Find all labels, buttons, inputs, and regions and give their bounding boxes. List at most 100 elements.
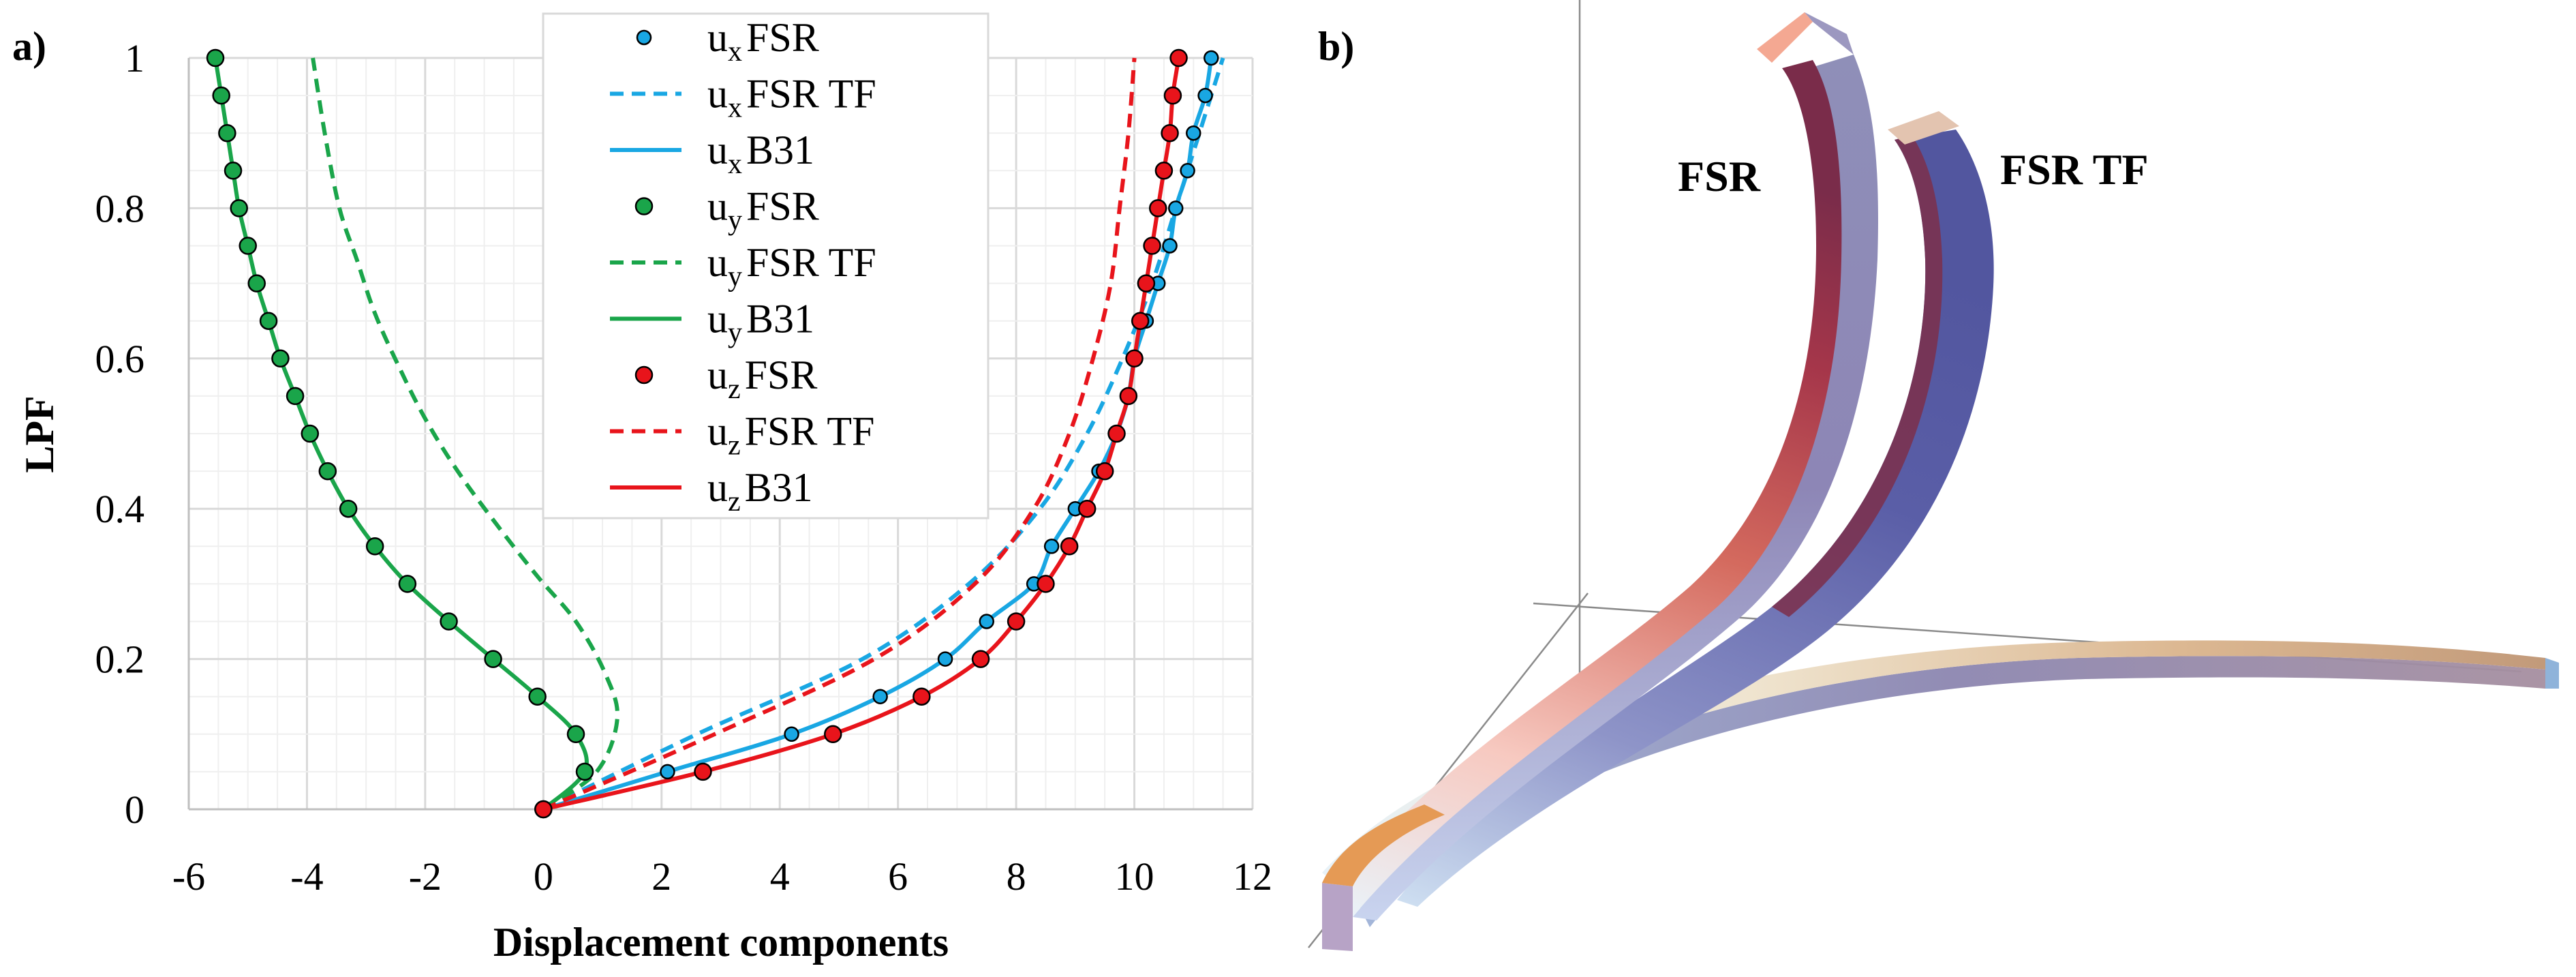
x-tick-label: 10: [1115, 854, 1154, 899]
data-point: [913, 687, 931, 706]
data-point: [286, 387, 305, 406]
y-tick-label: 0: [125, 787, 144, 832]
legend-marker: [634, 365, 654, 385]
panel-a-label: a): [12, 24, 46, 69]
data-point: [660, 764, 675, 780]
panel-b: b) FSR: [1308, 0, 2559, 951]
beam-fsr-face: [1325, 60, 1842, 917]
legend-item: uz FSR: [634, 352, 817, 405]
data-point: [1186, 125, 1201, 141]
data-point: [937, 651, 953, 667]
x-tick-label: -2: [409, 854, 442, 899]
x-tick-label: 0: [534, 854, 553, 899]
x-tick-labels: -6 -4 -2 0 2 4 6 8 10 12: [172, 854, 1272, 899]
panel-a: a) -6 -4 -2 0 2 4 6 8 10 12 0 0.2 0.4 0.6 0.8 1 Displa…: [12, 12, 1272, 965]
data-point: [1168, 200, 1184, 216]
data-point: [398, 575, 417, 593]
data-point: [971, 650, 990, 668]
data-point: [218, 123, 236, 142]
beam-root-face: [1322, 883, 1353, 951]
label-fsr-tf: FSR TF: [2000, 145, 2149, 194]
data-point: [440, 612, 458, 631]
data-point: [212, 86, 230, 105]
data-point: [566, 725, 585, 744]
beam-root-top: [1322, 805, 1445, 886]
legend-label: ux FSR TF: [707, 72, 876, 124]
x-tick-label: 2: [651, 854, 671, 899]
series-line-uy-fsr-tf: [311, 57, 620, 811]
beam-fsr: [1325, 12, 1878, 920]
data-point: [1137, 274, 1156, 292]
data-point: [206, 48, 225, 67]
data-point: [1131, 312, 1150, 330]
data-point: [1180, 163, 1195, 179]
data-point: [484, 650, 502, 668]
data-point: [1107, 424, 1126, 443]
x-tick-label: 8: [1007, 854, 1026, 899]
data-point: [1043, 539, 1060, 554]
beam-root: [1322, 805, 1445, 951]
data-point: [1197, 87, 1213, 104]
y-tick-label: 0.2: [95, 637, 145, 682]
data-point: [239, 237, 257, 255]
legend-marker: [636, 29, 652, 46]
series-markers-uz-fsr: [534, 48, 1188, 819]
y-tick-label: 0.6: [95, 337, 145, 381]
data-point: [318, 462, 337, 481]
legend-item: uz B31: [610, 465, 813, 517]
data-point: [1154, 162, 1174, 180]
legend-item: ux FSR: [636, 15, 819, 67]
x-tick-label: 4: [770, 854, 790, 899]
series-layer: [206, 48, 1225, 819]
label-fsr: FSR: [1678, 152, 1761, 200]
data-point: [1148, 199, 1167, 217]
legend-label: uz B31: [707, 465, 813, 517]
x-tick-label: -6: [172, 854, 205, 899]
data-point: [1161, 123, 1179, 142]
data-point: [872, 689, 888, 704]
beam-fsr-tf: [1397, 111, 1994, 907]
legend-label: ux B31: [707, 127, 814, 180]
data-point: [365, 537, 384, 556]
legend-label: uy B31: [707, 297, 814, 349]
legend-item: ux B31: [610, 127, 814, 180]
data-point: [301, 424, 320, 443]
data-point: [1169, 48, 1188, 67]
beam-base-end: [2545, 658, 2559, 689]
data-point: [339, 499, 358, 518]
data-point: [1060, 537, 1079, 556]
data-point: [1077, 499, 1097, 518]
data-point: [1143, 237, 1161, 255]
data-point: [575, 762, 594, 781]
series-markers-uy-fsr: [206, 48, 594, 819]
legend-item: uy FSR TF: [610, 240, 876, 292]
data-point: [979, 614, 994, 629]
data-point: [1162, 238, 1178, 254]
x-tick-label: 12: [1233, 854, 1272, 899]
data-point: [1203, 50, 1219, 66]
legend-item: uz FSR TF: [610, 409, 874, 462]
data-point: [230, 199, 248, 217]
legend-box: [542, 12, 990, 520]
y-axis-label: LPF: [17, 395, 62, 472]
data-point: [1037, 575, 1055, 593]
data-point: [694, 762, 712, 781]
x-tick-label: 6: [888, 854, 908, 899]
data-point: [1007, 612, 1026, 631]
legend-label: uy FSR: [707, 184, 819, 237]
data-point: [1119, 387, 1138, 406]
beam-base: [1322, 640, 2559, 927]
legend-label: uz FSR: [707, 352, 817, 405]
legend-item: uy FSR: [634, 184, 819, 237]
data-point: [528, 687, 547, 706]
data-point: [1125, 349, 1144, 368]
legend-label: ux FSR: [707, 15, 819, 67]
data-point: [534, 800, 553, 819]
beam-fsr-tf-edge: [1772, 135, 1943, 617]
beam-fsr-tf-tip: [1888, 111, 1959, 145]
data-point: [824, 725, 842, 744]
data-point: [784, 726, 799, 742]
